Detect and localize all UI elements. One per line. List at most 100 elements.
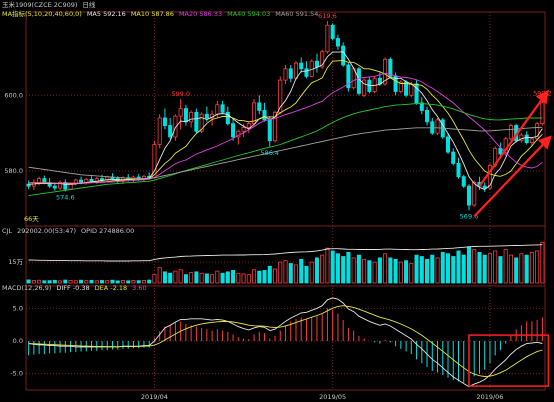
candle-up[interactable] [189, 111, 194, 123]
volume-bar-down [262, 270, 267, 284]
candle-down[interactable] [63, 181, 68, 190]
candle-up[interactable] [398, 81, 403, 92]
volume-bar-down [183, 274, 188, 284]
period-label: 日线 [82, 0, 96, 9]
candle-down[interactable] [299, 62, 304, 70]
candle-down[interactable] [335, 38, 340, 47]
candle-up[interactable] [246, 123, 251, 128]
volume-bar-down [346, 251, 351, 284]
candle-down[interactable] [346, 64, 351, 89]
candle-down[interactable] [231, 123, 236, 138]
candle-up[interactable] [325, 24, 330, 53]
candle-up[interactable] [540, 102, 545, 125]
candle-down[interactable] [262, 110, 267, 121]
candle-down[interactable] [388, 58, 393, 77]
candle-down[interactable] [445, 136, 451, 153]
candle-up[interactable] [487, 164, 492, 189]
volume-bar-down [115, 280, 120, 284]
candle-down[interactable] [466, 185, 472, 206]
candle-down[interactable] [393, 75, 398, 92]
candle-up[interactable] [283, 68, 288, 81]
candle-up[interactable] [272, 111, 278, 142]
candle-up[interactable] [383, 58, 388, 85]
ma-line-ma20 [28, 72, 543, 184]
candle-up[interactable] [362, 79, 367, 96]
candle-down[interactable] [225, 111, 230, 125]
volume-bar-down [267, 265, 272, 284]
candle-down[interactable] [524, 134, 529, 144]
candle-up[interactable] [293, 62, 299, 79]
volume-bar-down [194, 271, 199, 284]
volume-bar-up [68, 280, 73, 284]
candle-down[interactable] [304, 68, 309, 77]
candle-up[interactable] [173, 115, 178, 138]
candle-down[interactable] [267, 119, 272, 142]
candle-up[interactable] [199, 113, 204, 132]
candle-down[interactable] [42, 178, 47, 183]
candle-down[interactable] [168, 125, 173, 138]
candle-up[interactable] [37, 178, 42, 183]
candle-down[interactable] [89, 178, 94, 182]
candle-down[interactable] [461, 176, 466, 187]
candle-down[interactable] [204, 113, 209, 119]
candle-down[interactable] [419, 102, 424, 111]
volume-bar-down [42, 280, 47, 284]
candle-down[interactable] [498, 147, 503, 155]
candle-down[interactable] [52, 185, 57, 189]
candle-down[interactable] [194, 111, 199, 132]
volume-bar-down [225, 271, 230, 284]
volume-bar-up [37, 279, 42, 284]
candle-down[interactable] [99, 178, 105, 181]
volume-bar-up [508, 254, 513, 284]
candle-down[interactable] [79, 179, 84, 183]
price-extreme-label: 599.2 [533, 89, 552, 97]
volume-bar-down [461, 254, 466, 284]
candle-down[interactable] [330, 24, 335, 39]
candle-up[interactable] [241, 127, 246, 132]
macd-highlight-box [468, 334, 550, 387]
volume-label: CJL [2, 227, 12, 235]
candle-up[interactable] [472, 181, 477, 206]
candle-down[interactable] [456, 163, 461, 178]
volume-bar-down [288, 263, 293, 284]
candle-up[interactable] [236, 130, 241, 138]
date-tick-label: 2019/05 [319, 393, 346, 401]
date-tick-label: 2019/04 [141, 393, 168, 401]
volume-bar-up [535, 250, 540, 284]
candle-up[interactable] [157, 117, 162, 145]
chart-frame [25, 11, 546, 391]
volume-bar-down [204, 273, 209, 284]
candle-up[interactable] [320, 51, 325, 68]
candle-up[interactable] [535, 123, 540, 140]
volume-bar-up [215, 270, 220, 284]
candle-up[interactable] [409, 83, 414, 96]
candle-down[interactable] [356, 68, 361, 94]
candle-down[interactable] [257, 102, 262, 111]
candle-down[interactable] [425, 110, 430, 123]
volume-bar-up [487, 253, 492, 284]
candle-down[interactable] [451, 151, 456, 164]
candle-up[interactable] [529, 138, 534, 144]
candle-up[interactable] [178, 108, 183, 117]
candle-down[interactable] [162, 117, 167, 126]
candle-down[interactable] [482, 185, 487, 189]
candle-down[interactable] [220, 104, 225, 113]
volume-bar-down [220, 272, 225, 284]
candle-down[interactable] [314, 60, 319, 68]
candle-down[interactable] [183, 108, 188, 123]
candle-down[interactable] [341, 45, 346, 66]
macd-dea-line [28, 305, 543, 377]
ma20-readout: MA20 586.33 [179, 10, 222, 18]
candle-up[interactable] [252, 102, 257, 125]
ma40-readout: MA40 594.03 [227, 10, 270, 18]
candle-up[interactable] [215, 104, 220, 115]
candle-up[interactable] [435, 119, 440, 134]
candle-down[interactable] [288, 68, 293, 79]
volume-bar-up [236, 272, 241, 284]
candle-up[interactable] [58, 181, 63, 189]
volume-bar-down [99, 280, 105, 284]
candle-up[interactable] [508, 125, 513, 140]
ma-line-ma10 [28, 60, 543, 185]
